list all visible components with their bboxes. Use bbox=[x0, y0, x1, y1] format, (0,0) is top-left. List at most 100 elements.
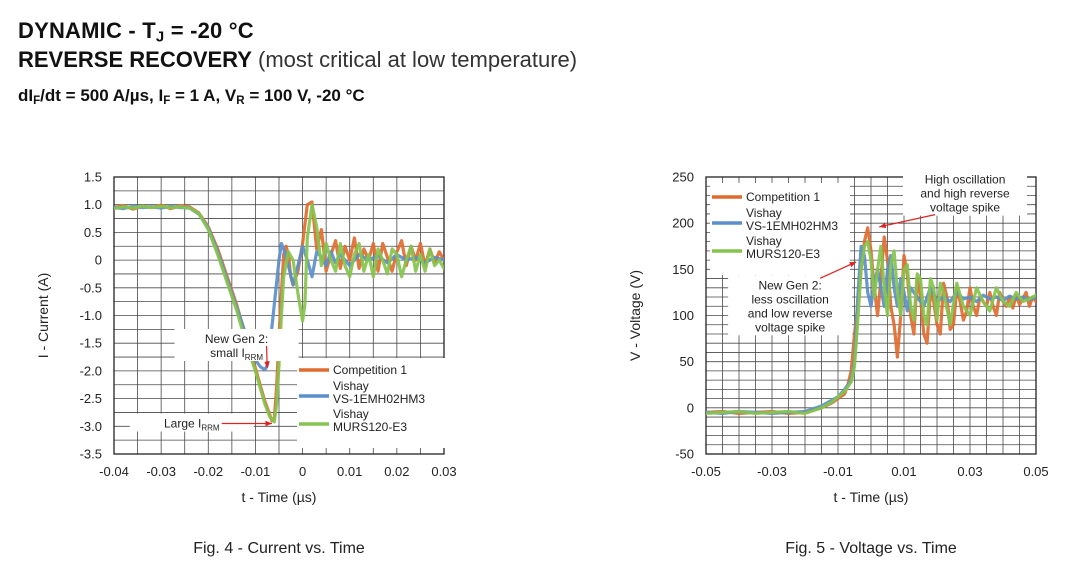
x-tick-label: 0.05 bbox=[1023, 464, 1048, 479]
heading-reverse-recovery-note: (most critical at low temperature) bbox=[251, 47, 578, 72]
legend-label: Competition 1 bbox=[746, 190, 820, 204]
y-tick-label: -3.5 bbox=[80, 447, 102, 462]
x-tick-label: 0.02 bbox=[384, 464, 409, 479]
legend-label: Vishay bbox=[746, 234, 782, 248]
legend: Competition 1VishayVS-1EMH02HM3VishayMUR… bbox=[710, 183, 850, 275]
x-tick-label: -0.01 bbox=[823, 464, 853, 479]
y-tick-label: -2.0 bbox=[80, 363, 102, 378]
heading-dynamic-temperature: DYNAMIC - TJ = -20 °C bbox=[18, 18, 254, 46]
annotation-text: voltage spike bbox=[930, 201, 1000, 215]
legend-label: MURS120-E3 bbox=[333, 420, 407, 434]
y-tick-label: 50 bbox=[680, 354, 694, 369]
annotation-background bbox=[903, 169, 1028, 216]
x-tick-label: -0.04 bbox=[99, 464, 129, 479]
annotation-text: New Gen 2: bbox=[758, 278, 821, 292]
annotation-text: High oscillation bbox=[925, 173, 1006, 187]
annotation-arrowhead bbox=[849, 261, 857, 268]
y-axis-label: I - Current (A) bbox=[35, 273, 51, 359]
heading-dynamic-value: = -20 °C bbox=[164, 18, 254, 43]
cond-part-4: = 100 V, -20 °C bbox=[244, 86, 365, 105]
y-tick-label: -1.5 bbox=[80, 336, 102, 351]
heading-dynamic-subscript: J bbox=[155, 28, 165, 46]
annotation-background bbox=[174, 328, 299, 361]
annotation-arrowhead bbox=[879, 222, 887, 229]
x-tick-label: 0.03 bbox=[957, 464, 982, 479]
legend-label: MURS120-E3 bbox=[746, 247, 820, 261]
legend-label: VS-1EMH02HM3 bbox=[333, 392, 425, 406]
legend-label: VS-1EMH02HM3 bbox=[746, 219, 838, 233]
x-axis-label: t - Time (µs) bbox=[242, 489, 317, 505]
y-tick-label: 250 bbox=[672, 170, 694, 185]
annotation-text: less oscillation bbox=[751, 292, 828, 306]
annotation-background bbox=[728, 275, 853, 336]
y-tick-label: -50 bbox=[675, 447, 694, 462]
annotation-arrowhead bbox=[265, 420, 272, 427]
heading-dynamic-text: DYNAMIC - T bbox=[18, 18, 156, 43]
y-tick-label: 150 bbox=[672, 262, 694, 277]
y-tick-label: 0.5 bbox=[84, 225, 102, 240]
legend-label: Competition 1 bbox=[333, 363, 407, 377]
figure-caption: Fig. 5 - Voltage vs. Time bbox=[785, 540, 957, 557]
y-tick-label: 1.0 bbox=[84, 197, 102, 212]
cond-sub-2: F bbox=[163, 94, 171, 107]
x-tick-label: 0 bbox=[299, 464, 306, 479]
x-tick-label: -0.01 bbox=[241, 464, 271, 479]
chart-1: 1.5 1.0 0.5 0 -0.5 -1.0 -1.5 -2.0 -2.5 -3.0 -3.5 -0… bbox=[35, 170, 457, 558]
y-tick-label: 1.5 bbox=[84, 170, 102, 185]
annotation-pointer bbox=[819, 261, 857, 279]
series-line-vishay-murs120-e3 bbox=[706, 240, 1036, 415]
annotation-background bbox=[129, 413, 254, 432]
y-tick-label: 100 bbox=[672, 308, 694, 323]
cond-sub-3: R bbox=[236, 94, 245, 107]
x-tick-label: 0.01 bbox=[891, 464, 916, 479]
chart-2: 250 200 150 100 50 0 -50 -0.05 -0.03 -0.01 0.01 0.0… bbox=[627, 170, 1049, 558]
annotation-text: voltage spike bbox=[755, 320, 825, 334]
series-line-competition-1 bbox=[706, 226, 1036, 415]
cond-part-3: = 1 A, V bbox=[170, 86, 237, 105]
cond-sub-1: F bbox=[33, 94, 41, 107]
test-conditions: dIF/dt = 500 A/µs, IF = 1 A, VR = 100 V,… bbox=[18, 86, 365, 107]
legend-label: Vishay bbox=[333, 407, 369, 421]
y-axis-label: V - Voltage (V) bbox=[627, 270, 643, 361]
x-tick-label: -0.03 bbox=[146, 464, 176, 479]
figure-caption: Fig. 4 - Current vs. Time bbox=[193, 540, 365, 557]
series-group bbox=[706, 226, 1036, 415]
cond-part-2: /dt = 500 A/µs, I bbox=[40, 86, 164, 105]
x-axis-label: t - Time (µs) bbox=[834, 489, 909, 505]
heading-reverse-recovery-bold: REVERSE RECOVERY bbox=[18, 47, 252, 72]
annotation-subscript: RRM bbox=[201, 424, 220, 433]
y-tick-label: -0.5 bbox=[80, 280, 102, 295]
x-tick-label: -0.03 bbox=[757, 464, 787, 479]
annotation-arrowhead bbox=[264, 361, 270, 369]
y-tick-label: -1.0 bbox=[80, 308, 102, 323]
y-tick-label: 200 bbox=[672, 216, 694, 231]
legend: Competition 1VishayVS-1EMH02HM3VishayMUR… bbox=[297, 358, 445, 448]
plot-frame bbox=[705, 176, 1037, 455]
annotation-text: New Gen 2: bbox=[205, 332, 268, 346]
annotation-text: and low reverse bbox=[748, 306, 833, 320]
series-line-vishay-murs120-e3 bbox=[114, 203, 444, 424]
x-tick-label: -0.05 bbox=[691, 464, 721, 479]
annotation: Large IRRM bbox=[129, 413, 272, 433]
y-tick-label: -2.5 bbox=[80, 391, 102, 406]
plot-frame bbox=[113, 176, 445, 455]
y-tick-label: -3.0 bbox=[80, 419, 102, 434]
annotation-subscript: RRM bbox=[245, 353, 264, 362]
x-tick-label: 0.03 bbox=[431, 464, 456, 479]
legend-label: Vishay bbox=[746, 206, 782, 220]
legend-box bbox=[297, 358, 445, 448]
x-tick-label: -0.02 bbox=[193, 464, 223, 479]
y-tick-label: 0 bbox=[687, 400, 694, 415]
annotation: New Gen 2:small IRRM bbox=[174, 328, 299, 369]
annotation-pointer bbox=[879, 214, 936, 228]
annotation-text: and high reverse bbox=[920, 187, 1010, 201]
x-tick-label: 0.01 bbox=[337, 464, 362, 479]
cond-part-1: dI bbox=[18, 86, 34, 105]
series-group bbox=[114, 200, 444, 424]
legend-label: Vishay bbox=[333, 379, 369, 393]
heading-reverse-recovery: REVERSE RECOVERY (most critical at low t… bbox=[18, 47, 577, 73]
y-tick-label: 0 bbox=[95, 253, 102, 268]
